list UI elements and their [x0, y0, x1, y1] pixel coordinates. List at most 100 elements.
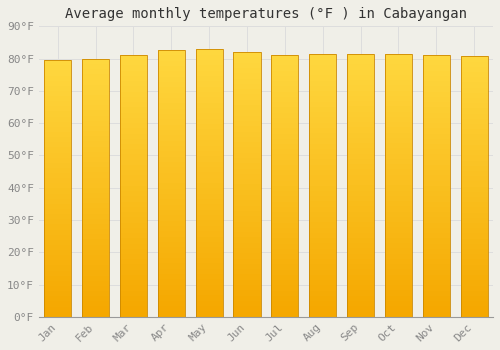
Bar: [44, 76, 72, 81]
Bar: [422, 244, 450, 249]
Bar: [271, 107, 298, 113]
Bar: [347, 112, 374, 117]
Bar: [347, 270, 374, 275]
Bar: [309, 96, 336, 102]
Bar: [158, 66, 185, 71]
Bar: [234, 89, 260, 94]
Bar: [271, 196, 298, 202]
Bar: [234, 57, 260, 63]
Bar: [422, 65, 450, 71]
Bar: [460, 208, 488, 212]
Bar: [82, 59, 109, 317]
Bar: [158, 210, 185, 216]
Bar: [196, 194, 223, 199]
Bar: [234, 52, 260, 317]
Bar: [460, 228, 488, 233]
Bar: [196, 92, 223, 97]
Bar: [44, 296, 72, 301]
Bar: [460, 187, 488, 192]
Bar: [234, 158, 260, 163]
Bar: [120, 92, 147, 97]
Bar: [120, 118, 147, 123]
Bar: [385, 233, 412, 238]
Bar: [460, 280, 488, 286]
Bar: [44, 250, 72, 255]
Bar: [158, 130, 185, 135]
Bar: [422, 228, 450, 233]
Bar: [44, 122, 72, 127]
Bar: [309, 212, 336, 217]
Bar: [82, 224, 109, 229]
Bar: [158, 88, 185, 93]
Bar: [422, 270, 450, 275]
Bar: [196, 87, 223, 92]
Bar: [120, 123, 147, 128]
Bar: [422, 254, 450, 259]
Bar: [271, 149, 298, 154]
Bar: [234, 169, 260, 174]
Bar: [271, 280, 298, 285]
Bar: [234, 121, 260, 126]
Bar: [196, 237, 223, 242]
Bar: [347, 54, 374, 317]
Bar: [120, 60, 147, 65]
Bar: [422, 265, 450, 270]
Bar: [234, 301, 260, 306]
Bar: [271, 123, 298, 128]
Bar: [196, 231, 223, 237]
Bar: [422, 259, 450, 265]
Bar: [309, 175, 336, 180]
Bar: [82, 219, 109, 224]
Bar: [460, 82, 488, 88]
Bar: [422, 81, 450, 86]
Bar: [460, 223, 488, 228]
Bar: [347, 70, 374, 75]
Bar: [196, 301, 223, 306]
Bar: [120, 217, 147, 223]
Bar: [385, 70, 412, 75]
Bar: [120, 312, 147, 317]
Bar: [158, 157, 185, 162]
Bar: [271, 249, 298, 254]
Bar: [385, 133, 412, 138]
Bar: [347, 259, 374, 264]
Bar: [196, 199, 223, 204]
Bar: [347, 206, 374, 211]
Bar: [385, 64, 412, 70]
Bar: [196, 312, 223, 317]
Bar: [460, 306, 488, 312]
Bar: [158, 104, 185, 109]
Bar: [347, 175, 374, 180]
Bar: [309, 86, 336, 91]
Bar: [158, 242, 185, 247]
Bar: [422, 238, 450, 244]
Bar: [158, 93, 185, 98]
Bar: [44, 240, 72, 245]
Bar: [120, 144, 147, 149]
Bar: [120, 170, 147, 175]
Bar: [44, 286, 72, 291]
Bar: [82, 193, 109, 198]
Bar: [422, 296, 450, 301]
Bar: [385, 254, 412, 259]
Bar: [158, 269, 185, 274]
Bar: [385, 117, 412, 122]
Bar: [347, 306, 374, 312]
Bar: [158, 295, 185, 301]
Bar: [158, 125, 185, 130]
Bar: [234, 78, 260, 84]
Bar: [309, 312, 336, 317]
Bar: [271, 181, 298, 186]
Bar: [82, 131, 109, 136]
Bar: [347, 122, 374, 127]
Bar: [158, 135, 185, 141]
Bar: [460, 72, 488, 77]
Bar: [44, 101, 72, 106]
Bar: [385, 222, 412, 228]
Bar: [82, 74, 109, 79]
Bar: [422, 196, 450, 202]
Bar: [460, 114, 488, 119]
Bar: [422, 134, 450, 139]
Bar: [120, 275, 147, 280]
Bar: [309, 144, 336, 149]
